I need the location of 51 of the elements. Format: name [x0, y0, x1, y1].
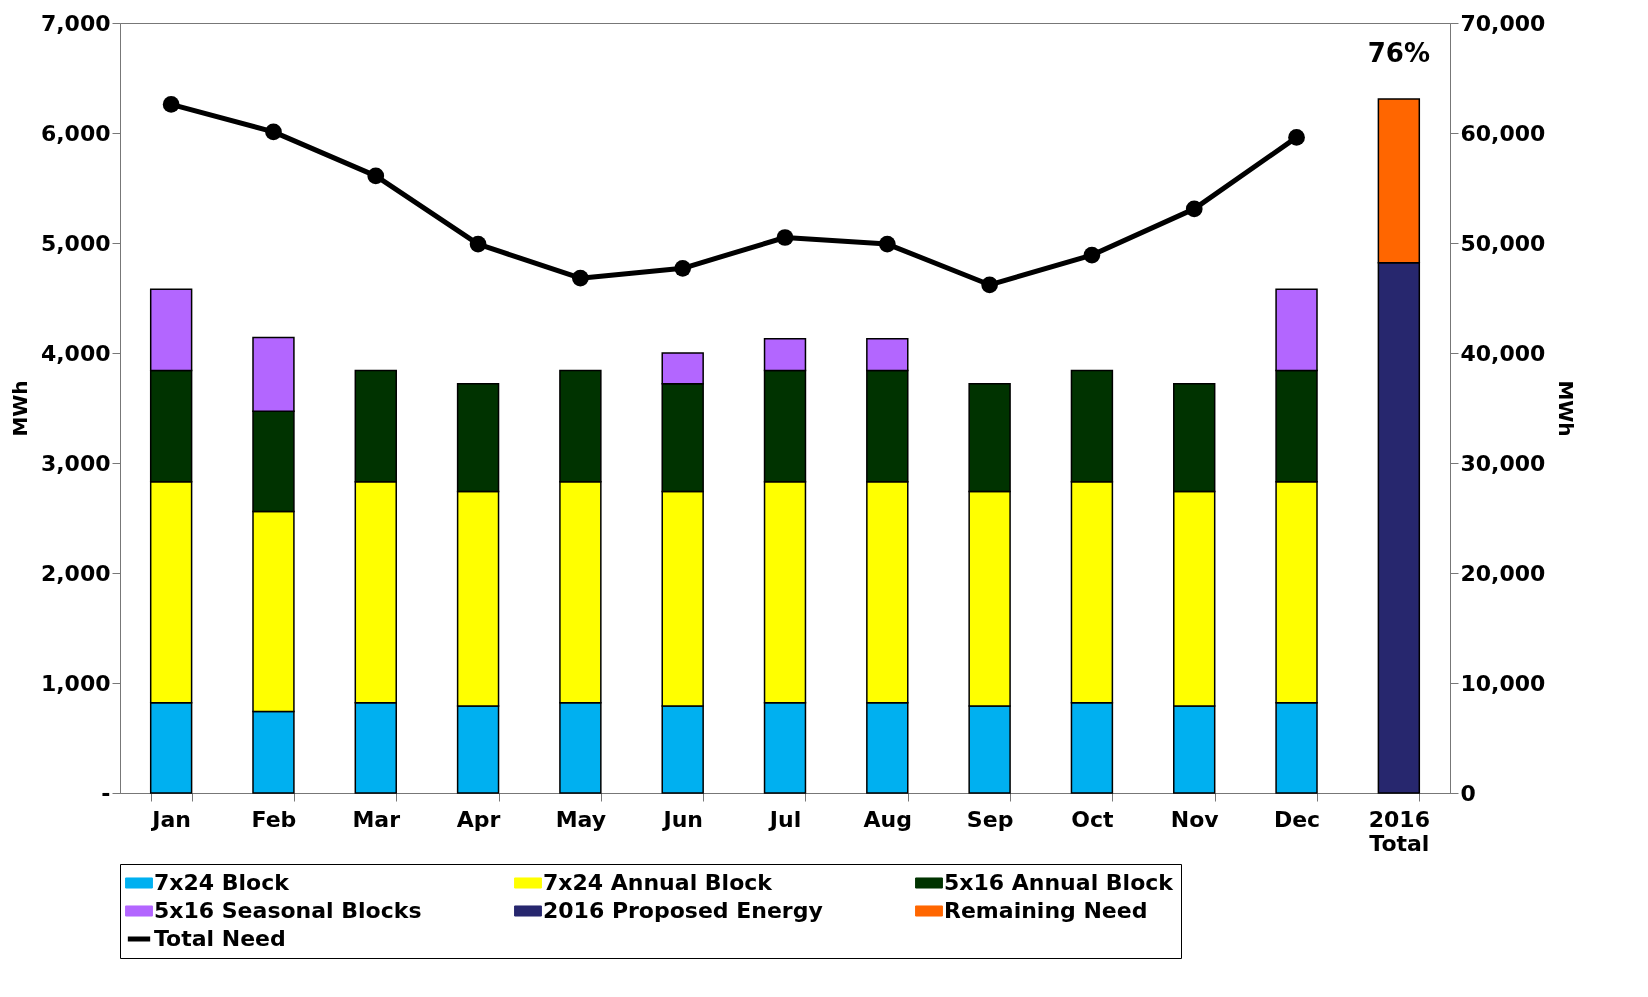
y-tick-label: 3,000 — [40, 450, 111, 476]
y2-tick-label: 20,000 — [1460, 560, 1546, 586]
x-tick-label: Oct — [1071, 806, 1115, 832]
point — [878, 235, 896, 253]
x-tick-label: Feb — [251, 806, 297, 832]
point — [367, 167, 385, 185]
x-tick-label: Mar — [352, 806, 401, 832]
y2-tick-label: 60,000 — [1460, 120, 1546, 146]
legend-label: Remaining Need — [944, 898, 1148, 923]
y-tick-label: 7,000 — [40, 10, 111, 36]
x-tick-label: Jul — [767, 806, 802, 832]
y2-tick-label: 10,000 — [1460, 670, 1546, 696]
y-axis-title: MWh — [7, 380, 32, 437]
y-tick-label: 1,000 — [40, 670, 111, 696]
annotation: 76% — [1367, 38, 1430, 68]
legend-label: Total Need — [154, 926, 286, 951]
legend-label: 5x16 Seasonal Blocks — [154, 898, 422, 923]
x-tick-label: 2016 Total — [1368, 806, 1430, 856]
y2-tick-label: 50,000 — [1460, 230, 1546, 256]
point — [1185, 200, 1203, 218]
y2-tick-label: 30,000 — [1460, 450, 1546, 476]
y2-tick-label: 40,000 — [1460, 340, 1546, 366]
x-tick-label: Dec — [1273, 806, 1321, 832]
point — [1288, 129, 1305, 146]
legend-label: 7x24 Block — [154, 870, 291, 895]
y2-tick-label: 70,000 — [1460, 10, 1546, 36]
point — [776, 229, 794, 246]
point — [674, 259, 692, 277]
legend-label: 7x24 Annual Block — [543, 870, 774, 895]
x-tick-label: Aug — [863, 806, 913, 832]
point — [981, 276, 998, 294]
y-tick-label: 6,000 — [40, 120, 111, 146]
y2-axis-title: MWh — [1554, 380, 1579, 437]
legend-label: 5x16 Annual Block — [944, 870, 1175, 895]
x-tick-label: Apr — [456, 806, 501, 832]
y-tick-label: 4,000 — [40, 340, 111, 366]
x-tick-label: May — [555, 806, 607, 832]
legend-label: 2016 Proposed Energy — [543, 898, 823, 923]
x-tick-label: Jan — [150, 806, 192, 832]
y-tick-label: - — [101, 780, 111, 806]
point — [469, 235, 487, 253]
y-tick-label: 5,000 — [40, 230, 111, 256]
x-tick-label: Jun — [661, 806, 703, 832]
y2-tick-label: 0 — [1460, 780, 1476, 806]
x-tick-label: Sep — [966, 806, 1014, 832]
x-tick-label: Nov — [1170, 806, 1220, 832]
point — [1083, 246, 1101, 264]
y-tick-label: 2,000 — [40, 560, 111, 586]
point — [572, 269, 589, 287]
point — [162, 96, 180, 113]
point — [265, 123, 282, 141]
